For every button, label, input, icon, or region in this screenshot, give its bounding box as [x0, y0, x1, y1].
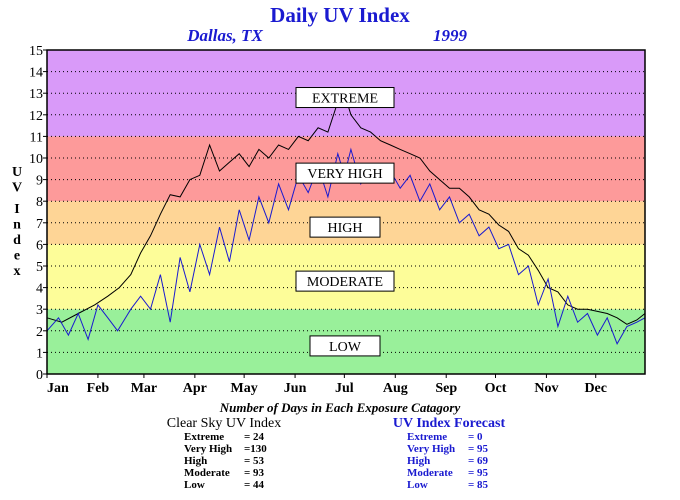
count-label: Very High: [407, 443, 455, 455]
y-tick-label: 2: [36, 325, 43, 340]
count-value: = 69: [468, 455, 489, 467]
location-label: Dallas, TX: [186, 26, 263, 45]
clear-sky-heading: Clear Sky UV Index: [167, 416, 281, 431]
clear-sky-counts: Extreme = 24 Very High =130 High = 53 Moderate…: [184, 431, 267, 491]
chart-title: Daily UV Index: [270, 3, 410, 27]
count-label: High: [407, 455, 430, 467]
count-value: = 53: [244, 455, 265, 467]
x-tick-label: Mar: [131, 381, 157, 396]
band-label-box: [309, 335, 381, 357]
x-tick-label: May: [231, 381, 258, 396]
x-tick-label: Sep: [435, 381, 457, 396]
y-tick-label: 15: [29, 44, 43, 59]
y-tick-label: 6: [36, 238, 43, 253]
y-tick-label: 12: [29, 109, 43, 124]
count-label: Low: [407, 479, 428, 491]
y-tick-label: 5: [36, 260, 43, 275]
counts-title: Number of Days in Each Exposure Catagory: [219, 400, 461, 415]
count-value: = 0: [468, 431, 483, 443]
x-tick-labels: Jan Feb Mar Apr May Jun Jul Aug Sep Oct Nov Dec: [46, 374, 607, 396]
x-tick-label: Nov: [534, 381, 558, 396]
x-tick-label: Aug: [383, 381, 408, 396]
x-tick-label: Oct: [485, 381, 507, 396]
count-label: Moderate: [407, 467, 453, 479]
count-value: =130: [244, 443, 267, 455]
forecast-line: [46, 147, 646, 345]
y-tick-label: 9: [36, 174, 43, 189]
forecast-counts: Extreme = 0 Very High = 95 High = 69 Moderate =…: [407, 431, 489, 491]
x-tick-label: Jul: [335, 381, 354, 396]
y-tick-label: 8: [36, 195, 43, 210]
count-label: Very High: [184, 443, 232, 455]
band-labels: LOW MODERATE HIGH VERY HIGH EXTREME: [295, 87, 395, 357]
band-label: LOW: [329, 340, 362, 355]
band-label-box: [309, 216, 381, 238]
count-value: = 93: [244, 467, 265, 479]
count-value: = 24: [244, 431, 265, 443]
band-label: MODERATE: [307, 275, 383, 290]
y-tick-label: 10: [29, 152, 43, 167]
count-value: = 44: [244, 479, 265, 491]
band-label: HIGH: [328, 221, 363, 236]
count-value: = 95: [468, 467, 489, 479]
series-lines: [46, 92, 646, 345]
year-label: 1999: [433, 26, 468, 45]
band-label: VERY HIGH: [307, 167, 382, 182]
plot-frame: [46, 49, 646, 375]
count-label: Extreme: [407, 431, 447, 443]
count-label: Low: [184, 479, 205, 491]
y-tick-label: 0: [36, 368, 43, 383]
y-tick-label: 1: [36, 346, 43, 361]
y-tick-label: 3: [36, 303, 43, 318]
y-tick-label: 13: [29, 87, 43, 102]
band-label-box: [295, 270, 395, 292]
x-tick-label: Feb: [87, 381, 110, 396]
count-label: Moderate: [184, 467, 230, 479]
y-tick-label: 7: [36, 217, 43, 232]
band-label-box: [295, 87, 395, 109]
y-tick-label: 4: [36, 282, 43, 297]
y-tick-label: 11: [30, 130, 43, 145]
count-value: = 95: [468, 443, 489, 455]
count-label: High: [184, 455, 207, 467]
count-label: Extreme: [184, 431, 224, 443]
x-tick-label: Dec: [584, 381, 607, 396]
y-tick-label: 14: [29, 66, 43, 81]
band-label: EXTREME: [312, 92, 378, 107]
x-tick-label: Jan: [47, 381, 69, 396]
x-tick-label: Jun: [284, 381, 307, 396]
band-label-box: [295, 162, 395, 184]
x-tick-label: Apr: [183, 381, 207, 396]
forecast-heading: UV Index Forecast: [393, 416, 506, 431]
count-value: = 85: [468, 479, 489, 491]
